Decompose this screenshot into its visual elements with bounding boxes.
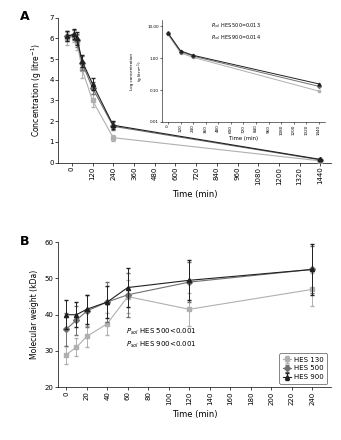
Text: B: B [20, 235, 29, 248]
X-axis label: Time (min): Time (min) [172, 190, 217, 199]
Legend: HES 130, HES 500, HES 900: HES 130, HES 500, HES 900 [280, 353, 327, 384]
Text: $P_{sol}$ HES 500<0.001
$P_{sol}$ HES 900<0.001: $P_{sol}$ HES 500<0.001 $P_{sol}$ HES 90… [126, 326, 197, 349]
X-axis label: Time (min): Time (min) [172, 411, 217, 419]
Text: A: A [20, 11, 29, 23]
Y-axis label: Concentration (g litre$^{-1}$): Concentration (g litre$^{-1}$) [29, 43, 44, 137]
Y-axis label: Molecular weight (kDa): Molecular weight (kDa) [30, 270, 39, 359]
